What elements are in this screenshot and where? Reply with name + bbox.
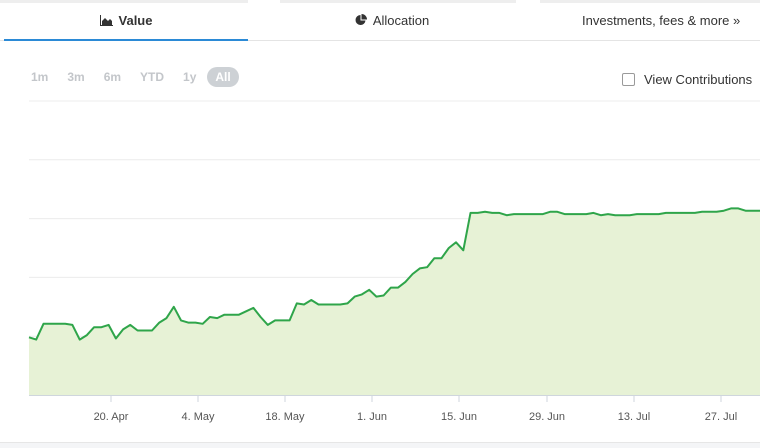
range-6m-button[interactable]: 6m (103, 70, 122, 84)
area-chart-icon (99, 14, 113, 26)
x-tick-label: 4. May (181, 411, 215, 423)
tab-top-strip (280, 0, 516, 3)
range-all-button[interactable]: All (207, 67, 239, 87)
x-tick-label: 20. Apr (94, 411, 129, 423)
value-area (29, 208, 760, 395)
tab-bar: Value Allocation Investments, fees & mor… (0, 0, 760, 41)
value-chart: 20. Apr 4. May 18. May 1. Jun 15. Jun 29. Jun… (28, 100, 760, 423)
tab-top-strip (540, 0, 760, 3)
x-tick-label: 1. Jun (357, 411, 387, 423)
tab-value[interactable]: Value (4, 0, 248, 41)
tab-investments-fees[interactable]: Investments, fees & more » (548, 0, 760, 40)
x-tick-label: 15. Jun (441, 411, 477, 423)
range-1y-button[interactable]: 1y (183, 70, 197, 84)
tab-allocation[interactable]: Allocation (272, 0, 512, 40)
value-line (28, 207, 760, 341)
x-tick-label: 18. May (265, 411, 305, 423)
tab-investments-label: Investments, fees & more » (582, 12, 741, 28)
tab-value-label: Value (118, 12, 153, 28)
tab-top-strip (0, 0, 248, 3)
range-1m-button[interactable]: 1m (31, 70, 49, 84)
x-tick-label: 29. Jun (529, 411, 565, 423)
pie-chart-icon (355, 14, 367, 26)
range-ytd-button[interactable]: YTD (140, 70, 165, 84)
tab-allocation-label: Allocation (372, 12, 430, 28)
x-tick-label: 27. Jul (705, 411, 737, 423)
range-3m-button[interactable]: 3m (67, 70, 85, 84)
view-contributions-toggle[interactable]: View Contributions (622, 72, 752, 87)
range-selector: 1m 3m 6m YTD 1y All (31, 67, 258, 87)
view-contributions-label: View Contributions (644, 72, 753, 87)
x-tick-label: 13. Jul (618, 411, 650, 423)
view-contributions-checkbox[interactable] (622, 73, 635, 86)
